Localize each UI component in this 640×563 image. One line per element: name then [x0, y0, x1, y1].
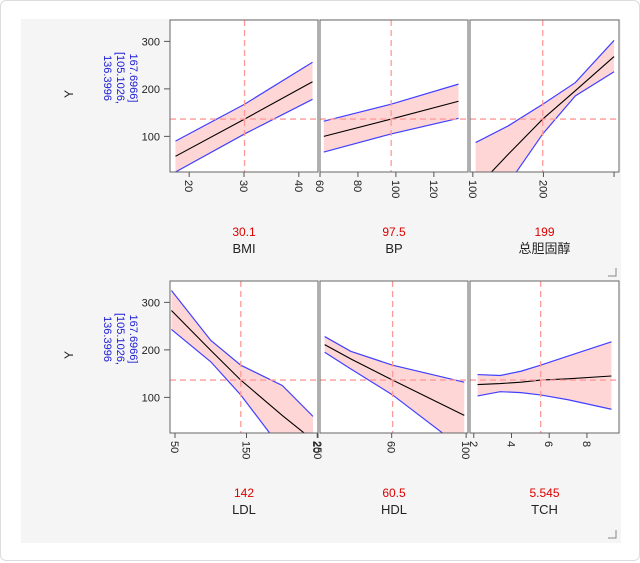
- y-tick-label: 100: [142, 392, 160, 404]
- predicted-y-value: 136.3996: [101, 316, 113, 362]
- predicted-y-ci: [105.1026,: [114, 313, 126, 365]
- factor-current-value: 60.5: [382, 486, 406, 500]
- factor-name: HDL: [381, 502, 407, 517]
- cell-plot: [320, 281, 468, 433]
- cell-border: [319, 19, 469, 173]
- factor-name: BP: [385, 241, 402, 256]
- upper-ci-line: [477, 341, 612, 377]
- x-tick-label: 20: [310, 441, 322, 453]
- cell-plot: [170, 20, 318, 172]
- x-tick-label: 100: [466, 180, 478, 198]
- factor-name: LDL: [232, 502, 256, 517]
- cell-plot: [170, 281, 318, 433]
- factor-current-value: 5.545: [529, 486, 559, 500]
- profile-cell-BMI: 20 30 40 30.1 BMI: [169, 19, 319, 256]
- confidence-band: [324, 336, 465, 433]
- x-tick-label: 100: [459, 441, 471, 459]
- x-tick-label: 50: [168, 441, 180, 453]
- predicted-y-ci: 167.6966]: [127, 54, 139, 103]
- cell-border: [469, 280, 620, 434]
- factor-name: 总胆固醇: [518, 241, 570, 256]
- factor-name: TCH: [531, 502, 558, 517]
- predicted-y-value: 136.3996: [101, 55, 113, 101]
- x-tick-label: 120: [427, 180, 439, 198]
- factor-current-value: 97.5: [382, 225, 406, 239]
- lower-ci-line: [324, 351, 444, 433]
- confidence-band: [171, 290, 313, 433]
- resize-grip-icon: [608, 268, 617, 277]
- factor-current-value: 142: [234, 486, 254, 500]
- cell-plot: [320, 20, 468, 172]
- x-tick-label: 250: [311, 441, 323, 459]
- y-tick-label: 200: [142, 345, 160, 357]
- y-tick-label: 200: [142, 84, 160, 96]
- x-tick-label: 80: [351, 180, 363, 192]
- cell-border: [319, 280, 469, 434]
- x-tick-label: 60: [385, 441, 397, 453]
- x-tick-label: 60: [313, 180, 325, 192]
- x-tick-label: 100: [389, 180, 401, 198]
- confidence-band: [475, 40, 615, 172]
- y-axis-title: Y: [62, 90, 76, 98]
- cell-border: [169, 280, 319, 434]
- profile-cell-TCH: 2 4 6 8 5.545 TCH: [467, 280, 620, 517]
- x-tick-label: 30: [237, 180, 249, 192]
- x-tick-label: 6: [542, 441, 554, 447]
- resize-grip-icon: [608, 530, 617, 539]
- confidence-band: [175, 62, 313, 172]
- upper-ci-line: [324, 336, 465, 383]
- x-tick-label: 2: [467, 441, 479, 447]
- x-tick-label: 8: [580, 441, 592, 447]
- cell-plot: [470, 281, 619, 433]
- confidence-band: [477, 341, 612, 410]
- cell-plot: [470, 20, 619, 172]
- profiler-row-1: Y 136.3996 [105.1026, 167.6966] 100 200 300 20 3…: [62, 19, 620, 277]
- y-tick-label: 300: [142, 297, 160, 309]
- cell-border: [469, 19, 620, 173]
- prediction-trace: [324, 344, 465, 416]
- x-tick-label: 40: [292, 180, 304, 192]
- profiler-row-2: Y 136.3996 [105.1026, 167.6966] 100 200 300 50 1…: [62, 280, 620, 539]
- factor-current-value: 199: [534, 225, 554, 239]
- x-tick-label: 200: [536, 180, 548, 198]
- y-tick-label: 100: [142, 131, 160, 143]
- x-tick-label: 4: [504, 441, 516, 447]
- y-axis-title: Y: [62, 351, 76, 359]
- x-tick-label: 150: [240, 441, 252, 459]
- x-tick-label: 20: [182, 180, 194, 192]
- factor-name: BMI: [232, 241, 255, 256]
- prediction-trace: [477, 375, 612, 386]
- confidence-band: [323, 84, 459, 153]
- profile-cell-HDL: 20 60 100 60.5 HDL: [310, 280, 471, 517]
- y-tick-label: 300: [142, 36, 160, 48]
- profile-cell-LDL: 50 150 250 142 LDL: [168, 280, 323, 517]
- profile-cell-BP: 60 80 100 120 97.5 BP: [313, 19, 469, 256]
- predicted-y-ci: [105.1026,: [114, 52, 126, 104]
- lower-ci-line: [477, 391, 612, 410]
- profile-cell-总胆固醇: 100 200 199 总胆固醇: [466, 19, 620, 256]
- factor-current-value: 30.1: [232, 225, 256, 239]
- predicted-y-ci: 167.6966]: [127, 315, 139, 364]
